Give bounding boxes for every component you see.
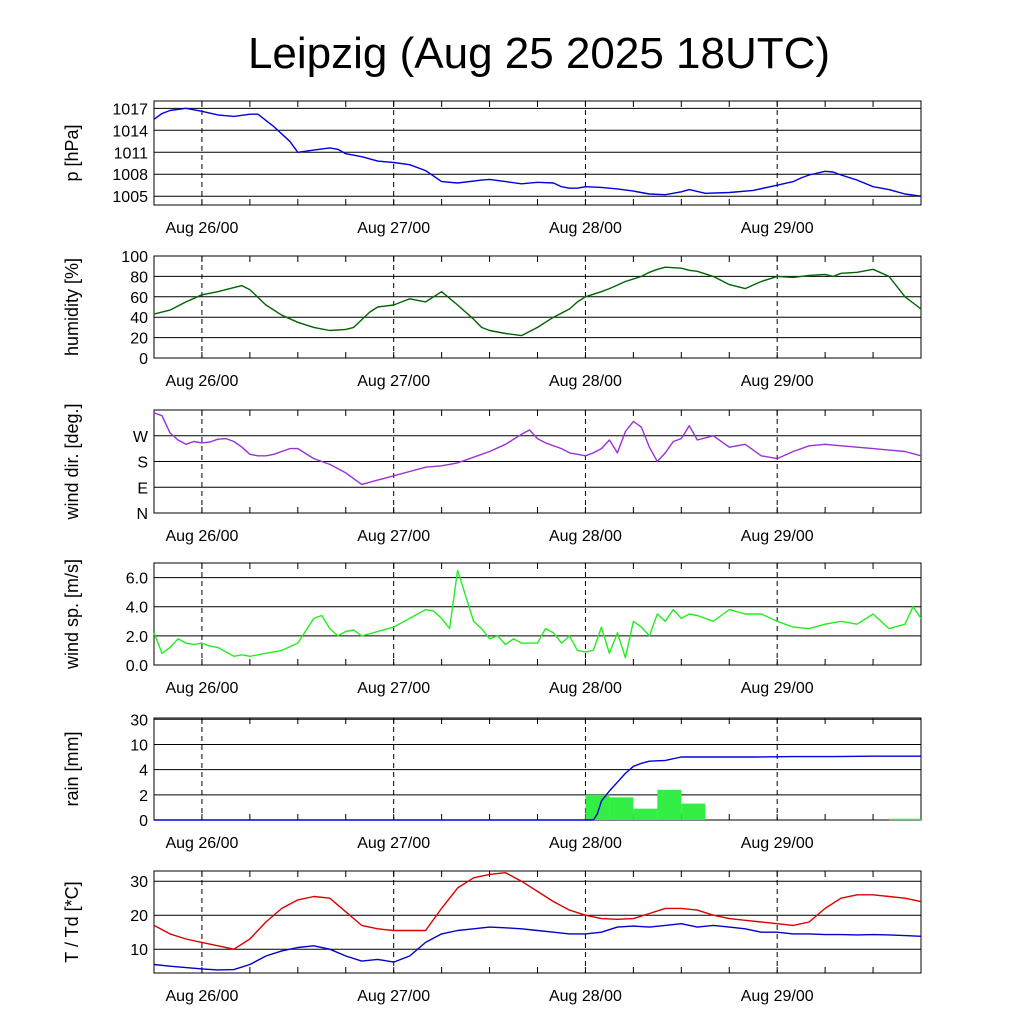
- temperature-ytick-label: 20: [130, 908, 148, 925]
- pressure-ytick-label: 1011: [114, 145, 149, 162]
- wind_direction-xtick-label: Aug 28/00: [549, 528, 622, 545]
- wind_direction-xtick-label: Aug 26/00: [165, 528, 238, 545]
- wind_direction-ytick-label: W: [133, 429, 149, 446]
- rain-ytick-label: 30: [130, 712, 148, 729]
- temperature-ylabel: T / Td [*C]: [62, 881, 82, 962]
- humidity-series-humidity: [153, 266, 922, 337]
- humidity-xtick-label: Aug 26/00: [165, 373, 238, 390]
- wind_speed-ytick-label: 6.0: [126, 571, 148, 588]
- humidity-ytick-label: 40: [130, 310, 148, 327]
- wind_speed-xtick-label: Aug 29/00: [741, 680, 814, 697]
- rain-xtick-label: Aug 29/00: [741, 835, 814, 852]
- temperature-ytick-label: 30: [130, 874, 148, 891]
- rain-bar: [585, 794, 610, 820]
- wind_direction-ytick-label: N: [136, 506, 148, 523]
- humidity-ytick-label: 100: [121, 249, 148, 266]
- wind_speed-frame: [153, 562, 922, 666]
- temperature-xtick-label: Aug 26/00: [165, 988, 238, 1005]
- wind_direction-ytick-label: E: [137, 480, 148, 497]
- wind_speed-ytick-label: 4.0: [126, 600, 148, 617]
- pressure-xtick-label: Aug 27/00: [357, 220, 430, 237]
- rain-xtick-label: Aug 26/00: [165, 835, 238, 852]
- wind_direction-xtick-label: Aug 29/00: [741, 528, 814, 545]
- rain-frame: [153, 717, 922, 821]
- wind_direction-ytick-label: S: [137, 455, 148, 472]
- humidity-ytick-label: 60: [130, 290, 148, 307]
- wind_speed-ytick-label: 0.0: [126, 658, 148, 675]
- rain-ytick-label: 2: [139, 788, 148, 805]
- temperature-ytick-label: 10: [130, 942, 148, 959]
- temperature-xtick-label: Aug 27/00: [357, 988, 430, 1005]
- wind_speed-ytick-label: 2.0: [126, 629, 148, 646]
- rain-xtick-label: Aug 27/00: [357, 835, 430, 852]
- temperature-series-td: [153, 923, 922, 971]
- rain-bar: [633, 808, 658, 820]
- pressure-frame: [153, 100, 922, 206]
- chart-title: Leipzig (Aug 25 2025 18UTC): [248, 29, 830, 78]
- humidity-ytick-label: 0: [139, 351, 148, 368]
- wind_direction-ylabel: wind dir. [deg.]: [62, 403, 82, 520]
- rain-bar: [609, 797, 634, 820]
- pressure-xtick-label: Aug 28/00: [549, 220, 622, 237]
- rain-bar: [657, 789, 682, 820]
- wind_speed-xtick-label: Aug 26/00: [165, 680, 238, 697]
- rain-series-accumulated-rain: [154, 755, 921, 821]
- rain-ytick-label: 4: [139, 763, 148, 780]
- temperature-series-t: [153, 872, 922, 950]
- pressure-ytick-label: 1005: [112, 189, 148, 206]
- wind_speed-series-speed: [153, 569, 922, 659]
- wind_speed-xtick-label: Aug 27/00: [357, 680, 430, 697]
- wind_speed-xtick-label: Aug 28/00: [549, 680, 622, 697]
- pressure-ytick-label: 1017: [112, 101, 148, 118]
- humidity-xtick-label: Aug 27/00: [357, 373, 430, 390]
- pressure-xtick-label: Aug 29/00: [741, 220, 814, 237]
- pressure-ytick-label: 1014: [112, 123, 148, 140]
- humidity-xtick-label: Aug 29/00: [741, 373, 814, 390]
- pressure-series-pressure: [153, 107, 922, 197]
- humidity-panel: 0 20 40 60 80 100 Aug 26/00 Aug 27/00 Aug 28/00 A…: [62, 249, 922, 390]
- temperature-panel: 10 20 30 Aug 26/00 Aug 27/00 Aug 28/00 Aug 29/…: [62, 870, 922, 1005]
- rain-panel: 0 2 4 10 30 Aug 26/00 Aug 27/00 Aug 28/00 Aug 29…: [62, 712, 922, 852]
- rain-ytick-label: 0: [139, 813, 148, 830]
- humidity-ytick-label: 20: [130, 331, 148, 348]
- rain-ylabel: rain [mm]: [62, 731, 82, 806]
- pressure-panel: 1005 1008 1011 1014 1017 Aug 26/00 Aug 27/00 Au…: [62, 100, 922, 237]
- wind_speed-panel: 0.0 2.0 4.0 6.0 Aug 26/00 Aug 27/00 Aug 28/00 A…: [62, 559, 922, 697]
- rain-xtick-label: Aug 28/00: [549, 835, 622, 852]
- humidity-xtick-label: Aug 28/00: [549, 373, 622, 390]
- pressure-ylabel: p [hPa]: [62, 124, 82, 181]
- humidity-ytick-label: 80: [130, 269, 148, 286]
- temperature-xtick-label: Aug 28/00: [549, 988, 622, 1005]
- wind_direction-series-direction: [153, 412, 922, 486]
- rain-ytick-label: 10: [130, 737, 148, 754]
- temperature-xtick-label: Aug 29/00: [741, 988, 814, 1005]
- rain-bar: [681, 803, 706, 820]
- humidity-ylabel: humidity [%]: [62, 258, 82, 356]
- pressure-ytick-label: 1008: [112, 167, 148, 184]
- pressure-xtick-label: Aug 26/00: [165, 220, 238, 237]
- wind_direction-xtick-label: Aug 27/00: [357, 528, 430, 545]
- wind_speed-ylabel: wind sp. [m/s]: [62, 559, 82, 670]
